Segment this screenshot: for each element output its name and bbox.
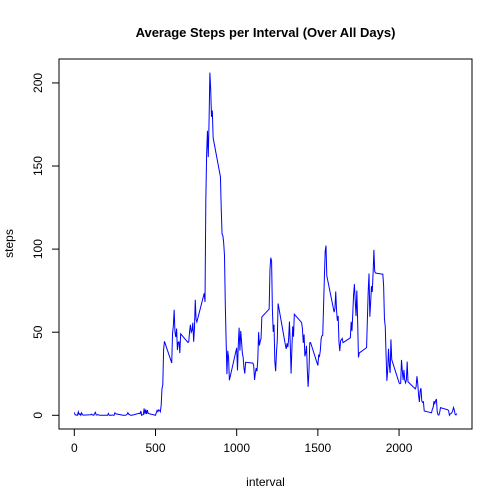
y-axis-label: steps	[2, 229, 16, 258]
chart-title: Average Steps per Interval (Over All Day…	[136, 25, 396, 40]
x-tick-label: 500	[145, 441, 165, 455]
y-tick-label: 0	[31, 412, 45, 419]
data-line	[73, 72, 458, 417]
x-tick-label: 1000	[223, 441, 250, 455]
plot-frame	[58, 58, 473, 430]
y-tick-label: 50	[31, 325, 45, 339]
x-tick-label: 1500	[305, 441, 332, 455]
x-axis-label: interval	[246, 475, 285, 489]
y-tick-label: 200	[31, 73, 45, 93]
x-tick-label: 0	[71, 441, 78, 455]
x-tick-label: 2000	[386, 441, 413, 455]
y-tick-label: 150	[31, 156, 45, 176]
y-tick-label: 100	[31, 239, 45, 259]
